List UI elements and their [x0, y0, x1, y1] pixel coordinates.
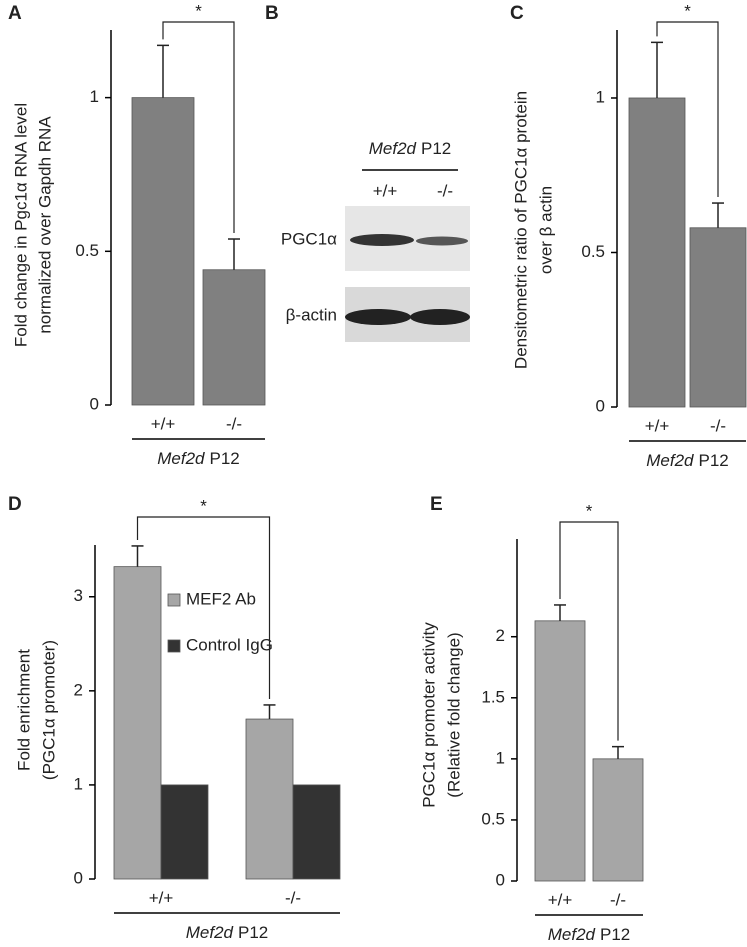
gene: Mef2d: [646, 451, 694, 470]
bar: [245, 718, 294, 880]
y-tick-label: 0: [596, 396, 605, 415]
age: P12: [421, 139, 451, 158]
y-axis-label: (PGC1α promoter): [39, 640, 58, 780]
row-label: β-actin: [286, 305, 337, 324]
gene: Mef2d: [369, 139, 417, 158]
y-axis-label: PGC1α promoter activity: [419, 622, 438, 808]
x-tick-label: -/-: [285, 888, 301, 907]
legend-swatch: [167, 639, 181, 653]
lane-label: +/+: [373, 181, 398, 200]
y-tick-label: 1: [596, 87, 605, 106]
blot-panel: B Mef2d P12 +/+ -/- PGC1α β-actin: [265, 3, 470, 342]
bar: [160, 784, 209, 880]
x-tick-label: -/-: [226, 414, 242, 433]
x-tick-label: +/+: [151, 414, 176, 433]
lane-label: -/-: [437, 181, 453, 200]
x-tick-label: -/-: [610, 890, 626, 909]
group-label: Mef2d P12: [646, 451, 729, 470]
y-tick-label: 0.5: [481, 809, 505, 828]
bar: [628, 97, 686, 408]
y-tick-label: 0.5: [75, 241, 99, 260]
gene: Mef2d: [548, 925, 596, 944]
group-label: Mef2d P12: [157, 449, 240, 468]
group-label: Mef2d P12: [186, 923, 269, 942]
y-tick-label: 0: [496, 870, 505, 889]
x-tick-label: +/+: [548, 890, 573, 909]
y-axis-label: over β actin: [536, 186, 555, 274]
bar: [202, 269, 266, 406]
panel-letter: E: [430, 494, 443, 515]
y-tick-label: 0: [74, 868, 83, 887]
age: P12: [238, 923, 268, 942]
bar: [534, 620, 586, 882]
bar: [592, 758, 644, 882]
bar: [131, 97, 195, 406]
legend-swatch: [167, 593, 181, 607]
legend-label: MEF2 Ab: [186, 589, 256, 608]
y-tick-label: 1: [74, 774, 83, 793]
band: [410, 309, 470, 325]
x-tick-label: +/+: [645, 416, 670, 435]
y-tick-label: 0: [90, 394, 99, 413]
band: [345, 309, 411, 325]
y-axis-label: normalized over Gapdh RNA: [35, 116, 54, 334]
x-tick-label: -/-: [710, 416, 726, 435]
band: [350, 234, 414, 246]
significance-bracket: [162, 21, 235, 234]
panel-letter: D: [8, 494, 22, 515]
group-label: Mef2d P12: [548, 925, 631, 944]
panel-letter: C: [510, 3, 524, 24]
legend-label: Control IgG: [186, 635, 273, 654]
y-axis-label: Fold enrichment: [14, 649, 33, 771]
gene: Mef2d: [157, 449, 205, 468]
x-tick-label: +/+: [149, 888, 174, 907]
y-tick-label: 2: [74, 680, 83, 699]
y-axis-label: Densitometric ratio of PGC1α protein: [511, 91, 530, 369]
y-tick-label: 0.5: [581, 242, 605, 261]
age: P12: [699, 451, 729, 470]
y-tick-label: 1: [496, 748, 505, 767]
y-tick-label: 1: [90, 87, 99, 106]
significance-bracket: [559, 521, 619, 741]
y-tick-label: 3: [74, 586, 83, 605]
significance: *: [586, 501, 593, 520]
significance: *: [684, 1, 691, 20]
bar: [689, 227, 747, 408]
bar: [113, 566, 162, 880]
age: P12: [210, 449, 240, 468]
significance-bracket: [656, 21, 719, 198]
gene: Mef2d: [186, 923, 234, 942]
y-axis-label: Fold change in Pgc1α RNA level: [11, 103, 30, 347]
panel-letter: B: [265, 3, 279, 24]
bar: [292, 784, 341, 880]
row-label: PGC1α: [281, 229, 337, 248]
y-tick-label: 1.5: [481, 687, 505, 706]
age: P12: [600, 925, 630, 944]
y-tick-label: 2: [496, 626, 505, 645]
band: [416, 236, 468, 246]
significance: *: [200, 496, 207, 515]
significance: *: [195, 1, 202, 20]
significance-bracket: [136, 516, 271, 699]
y-axis-label: (Relative fold change): [444, 632, 463, 797]
group-label: Mef2d P12: [369, 139, 452, 158]
panel-letter: A: [8, 3, 22, 24]
